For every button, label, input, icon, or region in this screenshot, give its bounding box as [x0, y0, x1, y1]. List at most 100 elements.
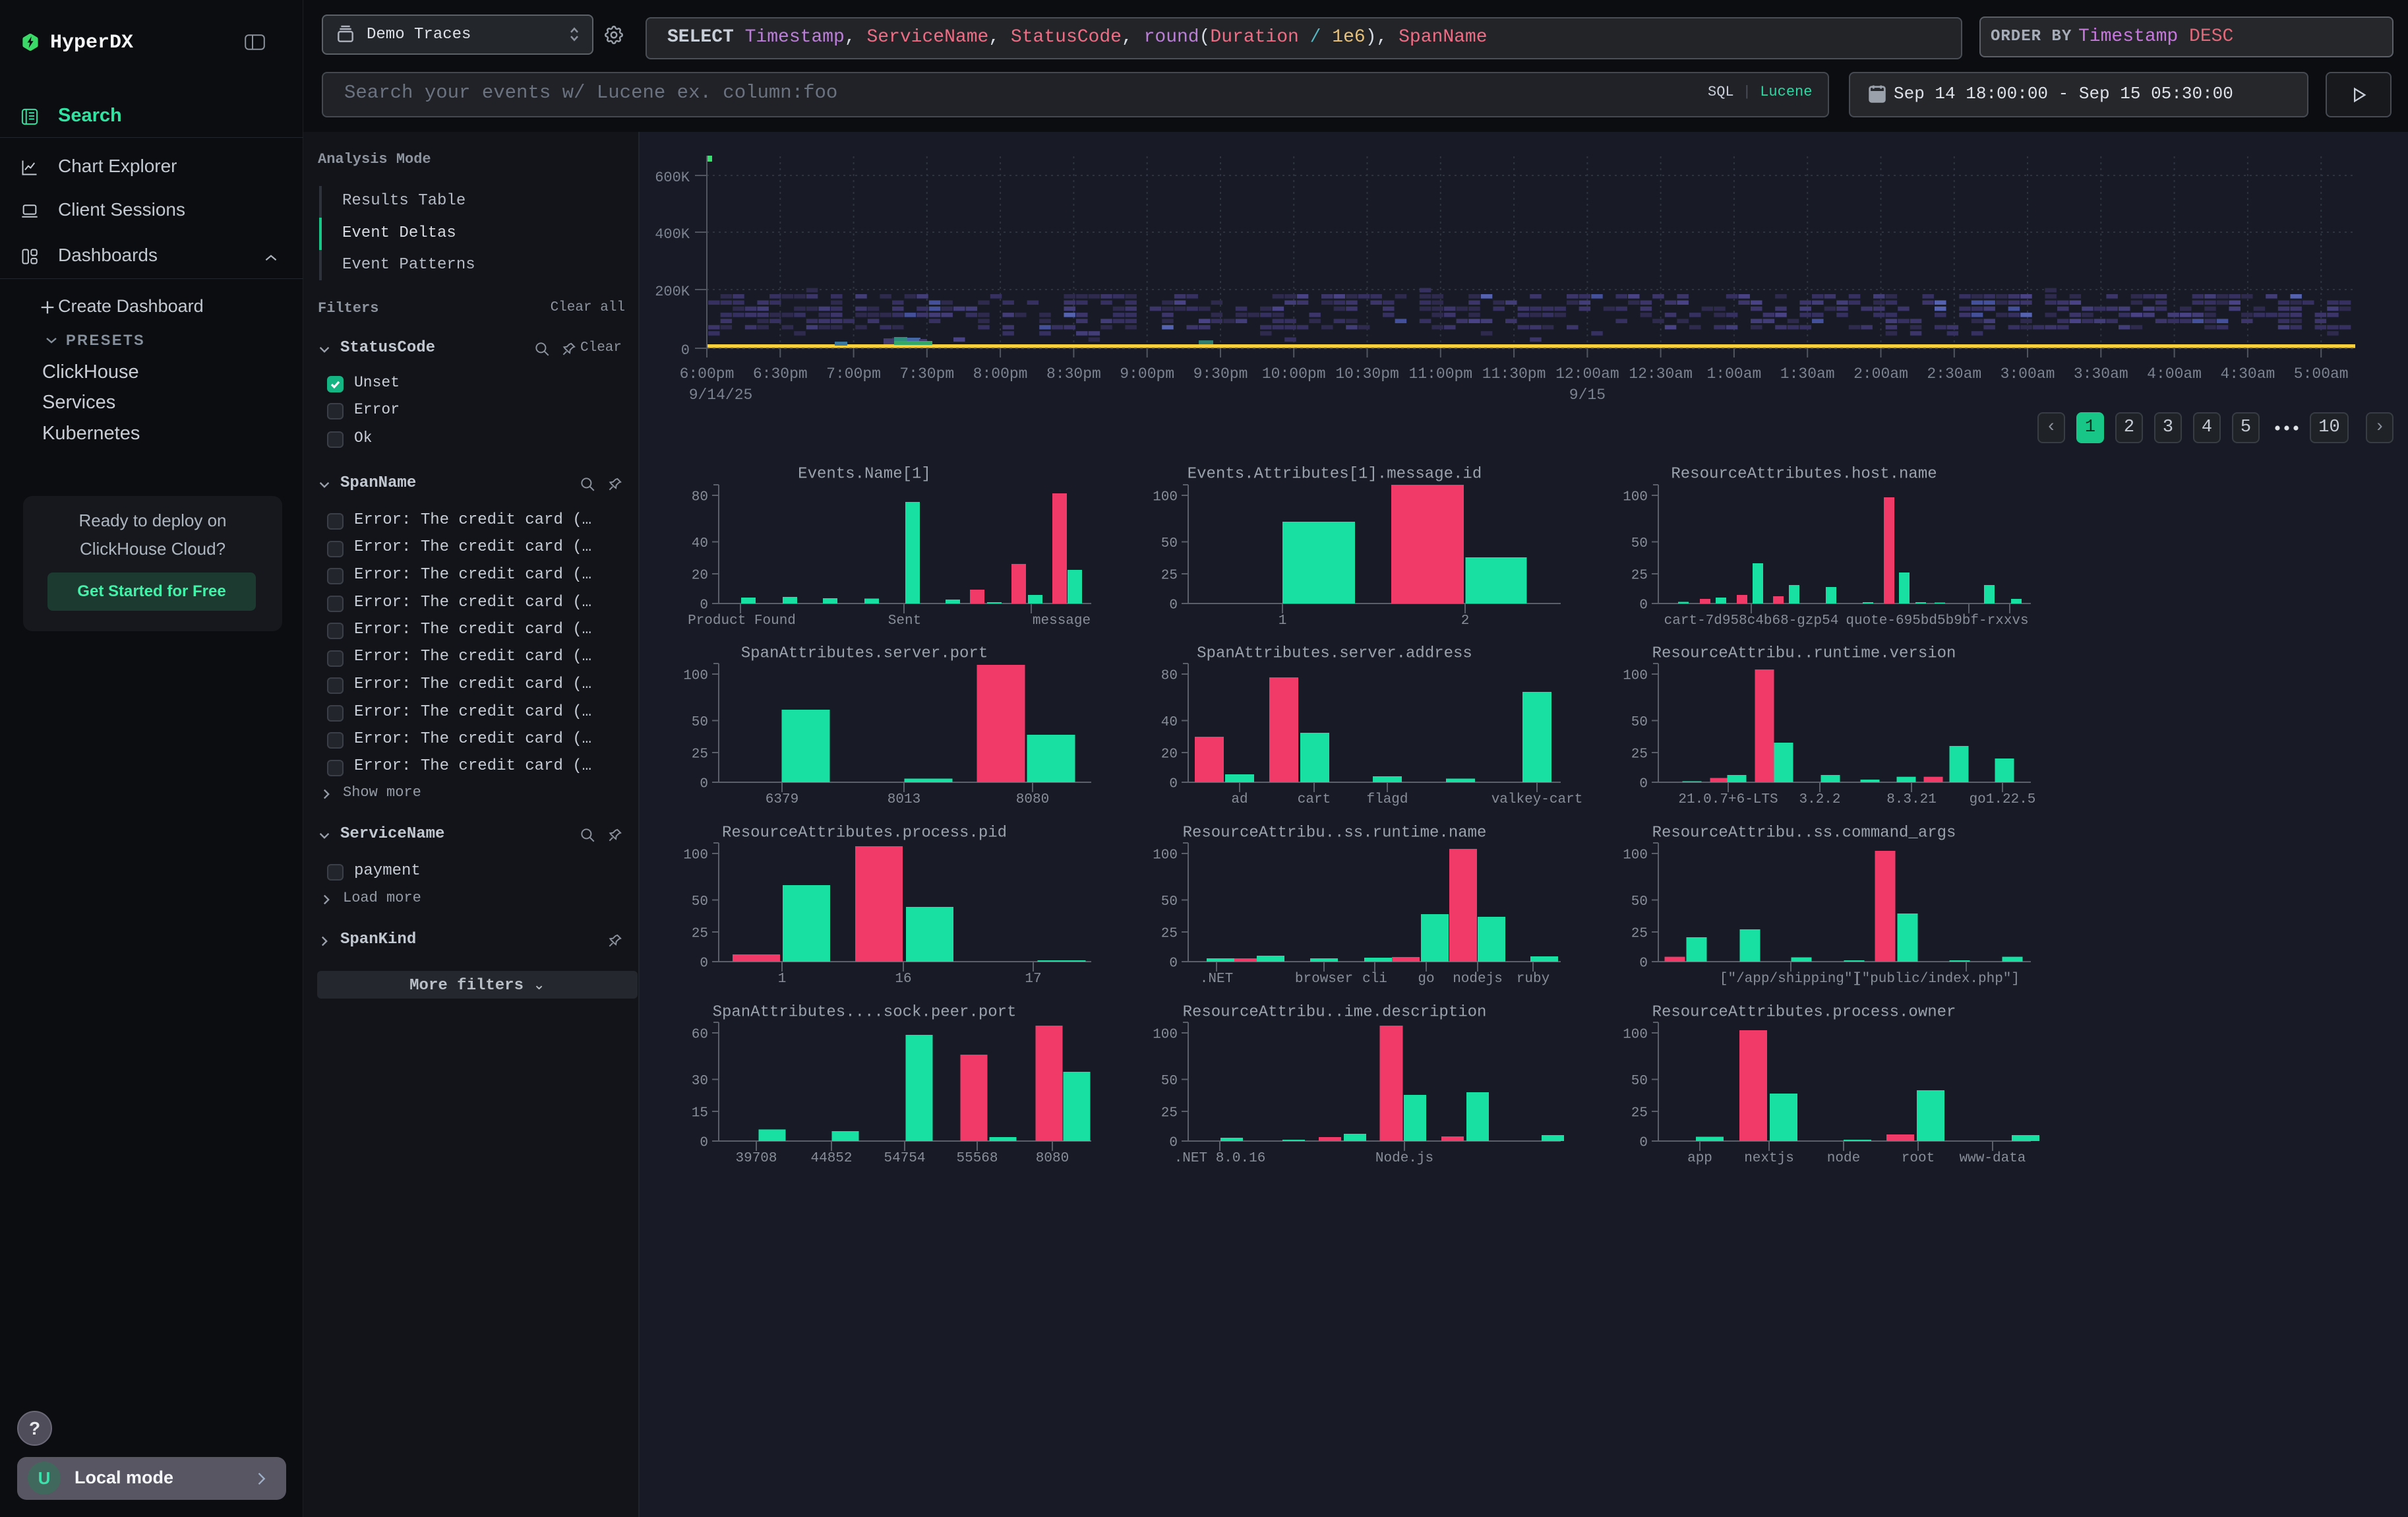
svg-text:Product Found: Product Found — [688, 613, 796, 629]
svg-text:25: 25 — [1631, 747, 1648, 762]
svg-text:50: 50 — [692, 715, 708, 730]
svg-text:ruby: ruby — [1517, 972, 1550, 987]
svg-text:2:00am: 2:00am — [1853, 365, 1908, 383]
svg-text:16: 16 — [895, 972, 911, 987]
svg-text:44852: 44852 — [810, 1151, 852, 1166]
svg-text:nextjs: nextjs — [1744, 1151, 1794, 1166]
svg-text:ResourceAttributes.process.own: ResourceAttributes.process.owner — [1652, 1004, 1956, 1022]
svg-text:0: 0 — [700, 1136, 708, 1151]
svg-text:100: 100 — [1153, 848, 1178, 863]
svg-text:400K: 400K — [655, 226, 690, 243]
svg-text:valkey-cart: valkey-cart — [1491, 792, 1583, 807]
svg-text:www-data: www-data — [1960, 1151, 2026, 1166]
svg-text:2:30am: 2:30am — [1927, 365, 1981, 383]
svg-text:Sent: Sent — [888, 613, 921, 629]
svg-text:ResourceAttribu..ss.command_ar: ResourceAttribu..ss.command_args — [1652, 824, 1956, 842]
svg-text:6:00pm: 6:00pm — [680, 365, 735, 383]
svg-text:app: app — [1687, 1151, 1712, 1166]
svg-text:1:30am: 1:30am — [1780, 365, 1835, 383]
svg-text:SpanAttributes.server.address: SpanAttributes.server.address — [1197, 645, 1472, 663]
svg-text:25: 25 — [1161, 927, 1178, 942]
svg-text:0: 0 — [681, 342, 690, 359]
svg-text:8:00pm: 8:00pm — [973, 365, 1028, 383]
svg-text:60: 60 — [692, 1028, 708, 1043]
svg-text:node: node — [1827, 1151, 1860, 1166]
svg-text:0: 0 — [1169, 598, 1178, 613]
svg-text:100: 100 — [1623, 848, 1648, 863]
svg-text:SpanAttributes....sock.peer.po: SpanAttributes....sock.peer.port — [713, 1004, 1017, 1022]
svg-text:0: 0 — [1169, 1136, 1178, 1151]
svg-text:100: 100 — [1623, 1028, 1648, 1043]
svg-text:25: 25 — [1631, 927, 1648, 942]
svg-text:flagd: flagd — [1366, 792, 1408, 807]
svg-text:2: 2 — [1461, 613, 1470, 629]
svg-text:50: 50 — [1161, 1074, 1178, 1089]
svg-text:0: 0 — [1639, 598, 1648, 613]
svg-text:30: 30 — [692, 1074, 708, 1089]
svg-text:0: 0 — [1639, 956, 1648, 972]
svg-text:20: 20 — [692, 569, 708, 584]
svg-text:50: 50 — [1161, 536, 1178, 551]
svg-text:50: 50 — [1161, 894, 1178, 910]
svg-text:25: 25 — [1631, 1106, 1648, 1121]
svg-text:12:00am: 12:00am — [1555, 365, 1619, 383]
svg-text:25: 25 — [692, 747, 708, 762]
svg-text:54754: 54754 — [884, 1151, 925, 1166]
svg-text:100: 100 — [683, 848, 708, 863]
svg-text:40: 40 — [692, 536, 708, 551]
svg-text:25: 25 — [1161, 569, 1178, 584]
svg-text:100: 100 — [683, 669, 708, 684]
svg-text:11:30pm: 11:30pm — [1482, 365, 1546, 383]
svg-text:go1.22.5: go1.22.5 — [1970, 792, 2036, 807]
svg-text:cart: cart — [1298, 792, 1331, 807]
svg-text:600K: 600K — [655, 170, 690, 186]
svg-text:8080: 8080 — [1016, 792, 1049, 807]
svg-text:25: 25 — [692, 927, 708, 942]
svg-text:cart-7d958c4b68-gzp54: cart-7d958c4b68-gzp54 — [1664, 613, 1839, 629]
svg-text:6379: 6379 — [766, 792, 798, 807]
svg-text:ResourceAttribu..ime.descripti: ResourceAttribu..ime.description — [1183, 1004, 1487, 1022]
svg-text:cli: cli — [1362, 972, 1387, 987]
svg-text:quote-695bd5b9bf-rxxvs: quote-695bd5b9bf-rxxvs — [1846, 613, 2028, 629]
svg-text:8013: 8013 — [888, 792, 920, 807]
svg-text:["public/index.php"]: ["public/index.php"] — [1853, 972, 2020, 987]
svg-text:0: 0 — [700, 956, 708, 972]
svg-text:Events.Attributes[1].message.i: Events.Attributes[1].message.id — [1188, 466, 1482, 483]
svg-text:.NET: .NET — [1200, 972, 1233, 987]
svg-text:nodejs: nodejs — [1453, 972, 1503, 987]
svg-text:ResourceAttributes.process.pid: ResourceAttributes.process.pid — [722, 824, 1007, 842]
svg-text:50: 50 — [1631, 894, 1648, 910]
svg-text:browser: browser — [1295, 972, 1353, 987]
svg-text:50: 50 — [1631, 536, 1648, 551]
svg-text:80: 80 — [692, 490, 708, 505]
svg-text:1:00am: 1:00am — [1706, 365, 1761, 383]
svg-text:Node.js: Node.js — [1375, 1151, 1433, 1166]
svg-text:10:30pm: 10:30pm — [1335, 365, 1399, 383]
svg-text:17: 17 — [1025, 972, 1041, 987]
svg-text:4:30am: 4:30am — [2220, 365, 2275, 383]
svg-text:root: root — [1902, 1151, 1935, 1166]
svg-text:6:30pm: 6:30pm — [753, 365, 808, 383]
svg-text:ResourceAttribu..ss.runtime.na: ResourceAttribu..ss.runtime.name — [1183, 824, 1487, 842]
svg-text:12:30am: 12:30am — [1629, 365, 1693, 383]
svg-text:100: 100 — [1623, 490, 1648, 505]
svg-text:10:00pm: 10:00pm — [1262, 365, 1326, 383]
svg-text:50: 50 — [692, 894, 708, 910]
svg-text:100: 100 — [1153, 1028, 1178, 1043]
svg-text:25: 25 — [1631, 569, 1648, 584]
svg-text:SpanAttributes.server.port: SpanAttributes.server.port — [741, 645, 988, 663]
svg-text:100: 100 — [1623, 669, 1648, 684]
svg-text:9:00pm: 9:00pm — [1120, 365, 1174, 383]
svg-text:0: 0 — [700, 777, 708, 792]
svg-text:0: 0 — [1169, 777, 1178, 792]
svg-text:8080: 8080 — [1036, 1151, 1069, 1166]
svg-text:40: 40 — [1161, 715, 1178, 730]
svg-text:1: 1 — [778, 972, 787, 987]
svg-text:ResourceAttributes.host.name: ResourceAttributes.host.name — [1671, 466, 1937, 483]
svg-text:9/14/25: 9/14/25 — [689, 387, 753, 404]
svg-text:20: 20 — [1161, 747, 1178, 762]
svg-text:21.0.7+6-LTS: 21.0.7+6-LTS — [1678, 792, 1778, 807]
svg-text:.NET 8.0.16: .NET 8.0.16 — [1174, 1151, 1266, 1166]
svg-text:7:30pm: 7:30pm — [899, 365, 954, 383]
svg-text:ResourceAttribu..runtime.versi: ResourceAttribu..runtime.version — [1652, 645, 1956, 663]
